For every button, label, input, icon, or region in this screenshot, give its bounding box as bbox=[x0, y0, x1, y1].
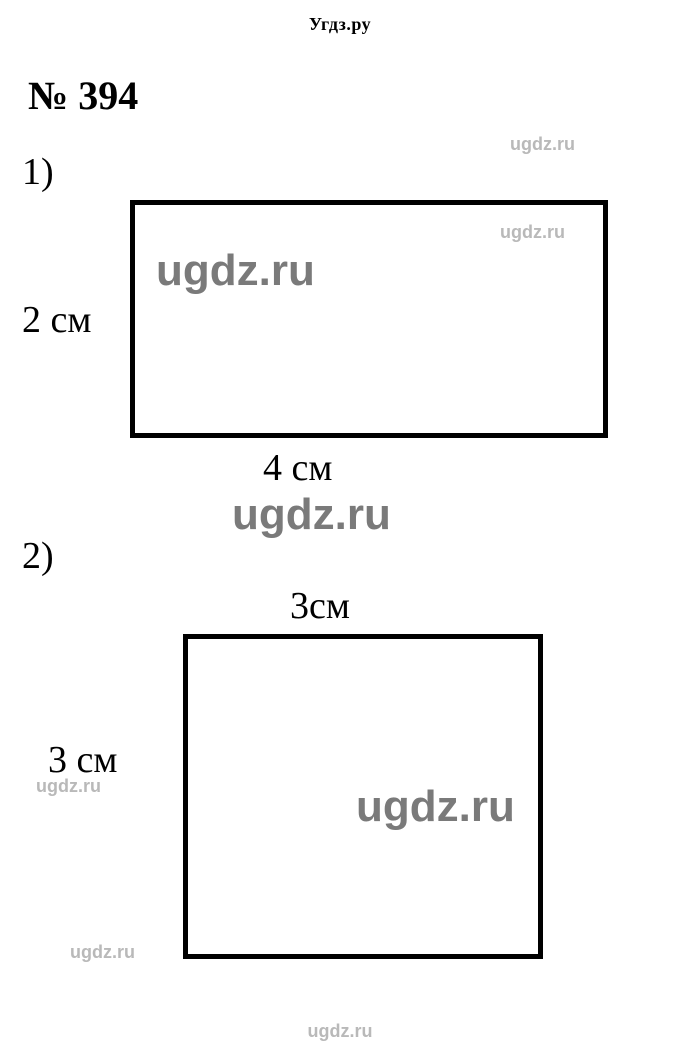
rectangle-1 bbox=[130, 200, 608, 438]
footer-watermark: ugdz.ru bbox=[308, 1021, 373, 1042]
watermark-small-4: ugdz.ru bbox=[70, 942, 135, 963]
page: Угдз.ру № 394 1) 2 см 4 см 2) 3см 3 см u… bbox=[0, 0, 680, 1054]
rectangle-2 bbox=[183, 634, 543, 959]
site-header: Угдз.ру bbox=[309, 14, 371, 35]
watermark-small-1: ugdz.ru bbox=[510, 134, 575, 155]
rect1-height-label: 2 см bbox=[22, 298, 91, 342]
item-1-index: 1) bbox=[22, 150, 54, 194]
rect1-width-label: 4 см bbox=[263, 446, 332, 490]
problem-number: № 394 bbox=[28, 72, 138, 119]
rect2-width-label: 3см bbox=[290, 584, 350, 628]
watermark-big-2: ugdz.ru bbox=[232, 490, 391, 540]
item-2-index: 2) bbox=[22, 534, 54, 578]
rect2-height-label: 3 см bbox=[48, 738, 117, 782]
